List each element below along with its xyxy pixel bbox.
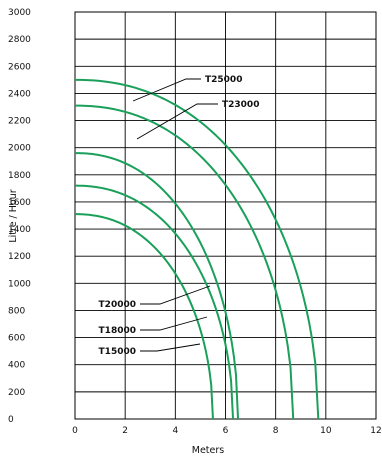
- y-tick-label: 1000: [8, 279, 31, 289]
- series-line-t18000: [74, 184, 235, 420]
- series-label-t18000: T18000: [99, 326, 136, 336]
- y-tick-label: 2400: [8, 89, 31, 99]
- y-tick-label: 800: [8, 306, 25, 316]
- y-tick-label: 1600: [8, 198, 31, 208]
- leader-line-t25000: [132, 78, 201, 102]
- curves: [74, 78, 320, 420]
- x-tick-label: 12: [370, 426, 381, 436]
- y-tick-label: 2000: [8, 144, 31, 154]
- x-tick-label: 0: [72, 426, 78, 436]
- y-tick-label: 2800: [8, 35, 31, 45]
- leader-line-t18000: [140, 316, 208, 331]
- y-tick-label: 3000: [8, 8, 31, 18]
- series-label-t25000: T25000: [205, 75, 242, 85]
- y-tick-label: 1200: [8, 252, 31, 262]
- y-tick-label: 200: [8, 388, 25, 398]
- y-tick-label: 2200: [8, 117, 31, 127]
- y-tick-label: 1800: [8, 171, 31, 181]
- y-tick-label: 400: [8, 361, 25, 371]
- series-label-t15000: T15000: [99, 347, 136, 357]
- series-line-t15000: [74, 213, 214, 420]
- series-label-t23000: T23000: [222, 100, 259, 110]
- leader-line-t20000: [140, 285, 211, 305]
- y-tick-label: 600: [8, 334, 25, 344]
- series-label-t20000: T20000: [99, 300, 136, 310]
- y-tick-label: 0: [8, 415, 14, 425]
- tick-labels: 0 200 400 600 800 1000 1200 1400 1600 1800 2000 220…: [8, 8, 382, 436]
- grid: [74, 11, 377, 420]
- series-line-t20000: [74, 152, 240, 420]
- x-tick-label: 10: [320, 426, 332, 436]
- y-tick-label: 2600: [8, 62, 31, 72]
- y-tick-label: 1400: [8, 225, 31, 235]
- x-tick-label: 8: [273, 426, 279, 436]
- x-tick-label: 2: [122, 426, 128, 436]
- leader-line-t15000: [140, 343, 201, 352]
- x-tick-label: 4: [172, 426, 178, 436]
- series-labels: T25000 T23000 T20000 T18000 T15000: [99, 75, 260, 357]
- x-tick-label: 6: [223, 426, 229, 436]
- x-axis-title: Meters: [192, 445, 225, 456]
- y-axis-title: Litre / Hour: [8, 189, 19, 242]
- plot-frame: [74, 11, 377, 420]
- series-line-t25000: [74, 78, 320, 420]
- leader-line-t23000: [136, 103, 218, 140]
- series-line-t23000: [74, 104, 295, 420]
